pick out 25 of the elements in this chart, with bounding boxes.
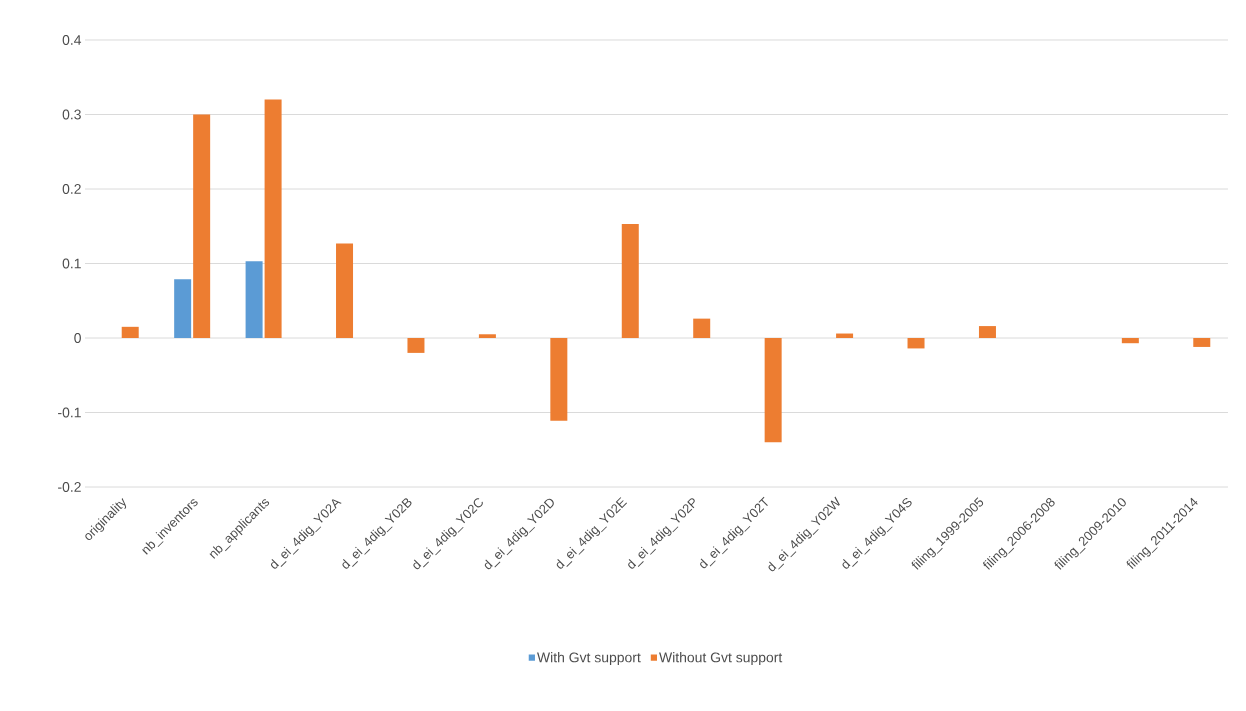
- bar: [264, 99, 282, 338]
- y-tick-label: -0.2: [58, 482, 81, 492]
- bar: [336, 243, 354, 338]
- bar: [245, 261, 263, 338]
- bar: [550, 338, 568, 421]
- y-tick-label: -0.1: [58, 407, 81, 418]
- y-tick-label: 0.4: [62, 35, 82, 45]
- bar: [1193, 338, 1211, 347]
- bar: [193, 114, 211, 338]
- bar: [407, 338, 425, 353]
- y-tick-label: 0.3: [62, 109, 81, 120]
- bar: [121, 326, 139, 338]
- bar: [1121, 338, 1139, 344]
- bar: [621, 224, 639, 338]
- y-tick-label: 0.2: [62, 184, 81, 194]
- y-tick-label: 0: [74, 333, 81, 343]
- legend-label: Without Gvt support: [659, 652, 783, 666]
- legend-label: With Gvt support: [537, 652, 641, 666]
- bar: [978, 326, 996, 338]
- y-tick-label: 0.1: [62, 258, 81, 269]
- bar: [174, 279, 192, 338]
- bar: [764, 338, 782, 443]
- bar: [907, 338, 925, 349]
- bar: [478, 334, 496, 338]
- bar: [693, 318, 711, 338]
